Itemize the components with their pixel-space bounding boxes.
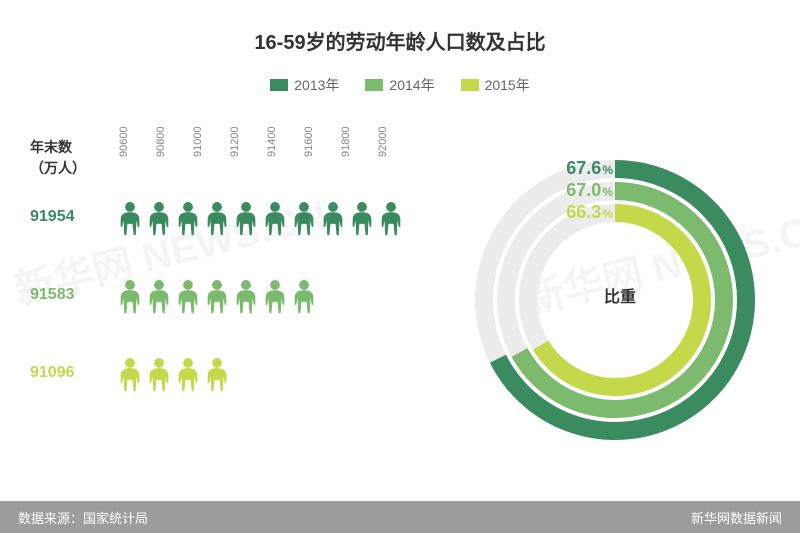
person-icon	[232, 200, 260, 241]
axis-label-line2: （万人）	[30, 160, 86, 176]
legend-label: 2014年	[389, 75, 434, 95]
pictogram-chart: 年末数 （万人） 9060090800910009120091400916009…	[30, 115, 460, 475]
footer-bar: 数据来源：国家统计局 新华网数据新闻	[0, 501, 800, 533]
donut-center-label: 比重	[604, 283, 636, 307]
person-icon	[290, 200, 318, 241]
person-icon	[319, 200, 347, 241]
axis-label-line1: 年末数	[30, 139, 72, 155]
person-icon	[348, 200, 376, 241]
legend: 2013年 2014年 2015年	[0, 75, 800, 95]
legend-swatch	[270, 79, 288, 91]
pictogram-row	[116, 278, 318, 319]
donut-chart: 比重 67.6%67.0%66.3%	[460, 115, 780, 475]
x-tick: 91200	[229, 126, 241, 157]
person-icon	[116, 356, 144, 397]
pictogram-row	[116, 200, 405, 241]
pictogram-row	[116, 356, 231, 397]
person-icon	[116, 278, 144, 319]
x-tick: 90800	[155, 126, 167, 157]
pictogram-row-value: 91954	[30, 208, 75, 226]
person-icon	[290, 278, 318, 319]
legend-swatch	[365, 79, 383, 91]
x-tick: 90600	[118, 126, 130, 157]
legend-label: 2015年	[485, 75, 530, 95]
x-tick: 91800	[340, 126, 352, 157]
person-icon	[174, 278, 202, 319]
pictogram-row-value: 91096	[30, 364, 75, 382]
x-tick: 91600	[303, 126, 315, 157]
donut-pct-label: 66.3%	[557, 202, 613, 223]
pictogram-axis-label: 年末数 （万人）	[30, 137, 86, 179]
legend-item: 2014年	[365, 75, 434, 95]
person-icon	[232, 278, 260, 319]
legend-swatch	[461, 79, 479, 91]
legend-item: 2015年	[461, 75, 530, 95]
pictogram-row-value: 91583	[30, 286, 75, 304]
person-icon	[174, 356, 202, 397]
person-icon	[203, 278, 231, 319]
pictogram-x-ticks: 90600 90800 91000 91200 91400 91600 91800 92000	[108, 115, 460, 175]
x-tick: 92000	[377, 126, 389, 157]
person-icon	[377, 200, 405, 241]
donut-pct-label: 67.0%	[557, 180, 613, 201]
footer-credit: 新华网数据新闻	[691, 508, 782, 527]
person-icon	[145, 200, 173, 241]
person-icon	[145, 278, 173, 319]
person-icon	[203, 356, 231, 397]
person-icon	[145, 356, 173, 397]
person-icon	[174, 200, 202, 241]
person-icon	[116, 200, 144, 241]
donut-pct-label: 67.6%	[557, 158, 613, 179]
legend-label: 2013年	[294, 75, 339, 95]
chart-body: 年末数 （万人） 9060090800910009120091400916009…	[0, 115, 800, 495]
person-icon	[261, 278, 289, 319]
person-icon	[203, 200, 231, 241]
chart-title: 16-59岁的劳动年龄人口数及占比	[0, 0, 800, 55]
x-tick: 91000	[192, 126, 204, 157]
person-icon	[261, 200, 289, 241]
footer-source: 数据来源：国家统计局	[18, 508, 148, 527]
x-tick: 91400	[266, 126, 278, 157]
legend-item: 2013年	[270, 75, 339, 95]
